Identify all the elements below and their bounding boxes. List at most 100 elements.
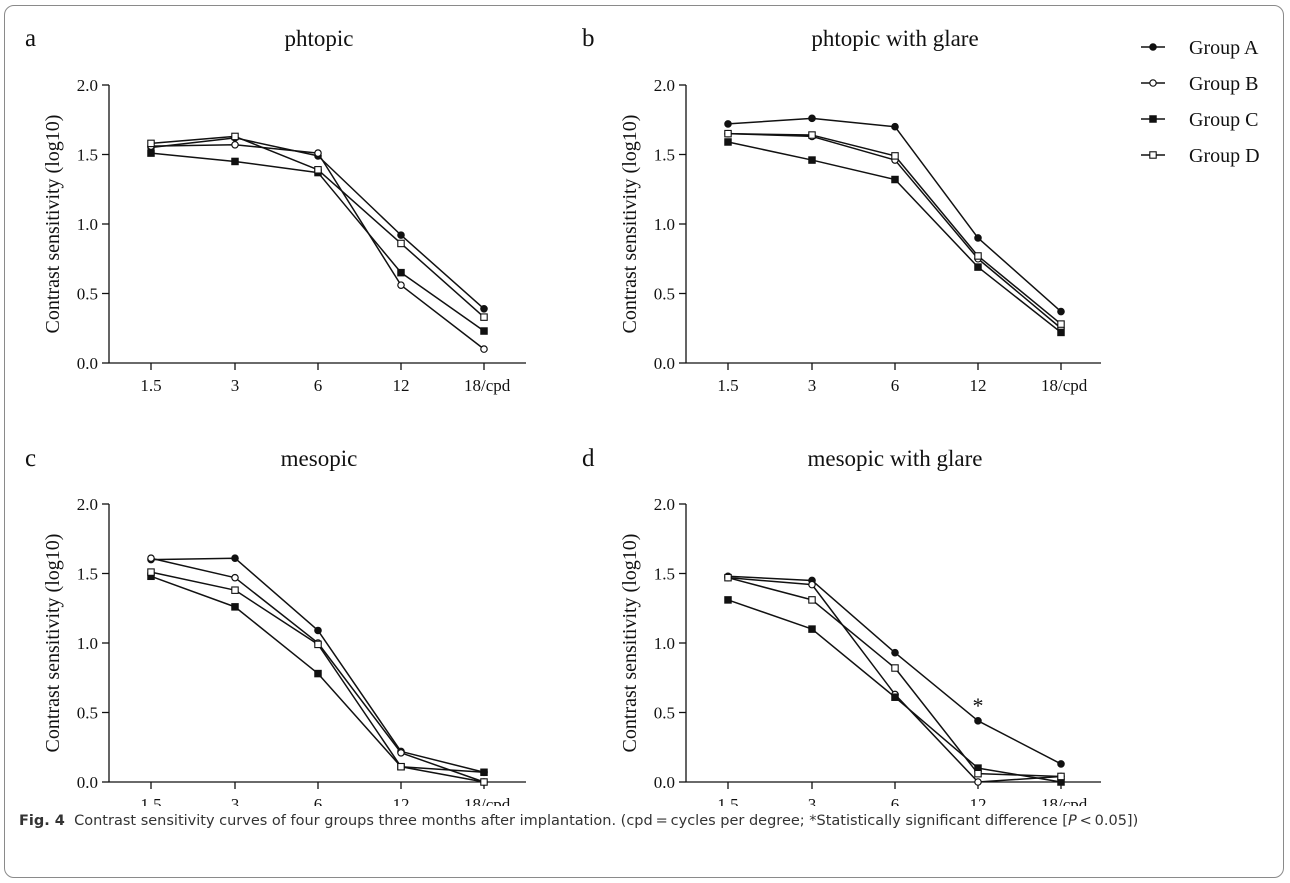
data-point-group-d [480, 778, 488, 786]
y-tick-label: 1.0 [654, 634, 675, 653]
data-point-group-d [974, 769, 982, 778]
y-tick-label: 1.5 [654, 565, 675, 584]
data-point-group-d [231, 132, 239, 141]
data-point-group-b [974, 778, 982, 786]
data-point-group-d [1057, 320, 1065, 328]
legend-marker [1149, 151, 1157, 159]
panel-label: d [582, 445, 595, 472]
legend-entry-label: Group D [1189, 145, 1260, 167]
caption-text: Contrast sensitivity curves of four grou… [74, 813, 1068, 829]
data-point-group-b [147, 554, 155, 563]
data-point-group-c [808, 625, 816, 633]
caption-label: Fig. 4 [19, 813, 65, 829]
data-point-group-c [480, 327, 488, 335]
data-point-group-c [724, 596, 732, 604]
chart-panel-b: b phtopic with glare 0.0 0.5 1.0 1.5 2.0 1.5 3 6 1… [582, 25, 1101, 395]
data-point-group-a [1057, 307, 1065, 316]
x-tick-label: 18/cpd [1041, 376, 1088, 395]
data-point-group-c [397, 268, 405, 277]
figure-plots: a phtopic 0.0 0.5 1.0 1.5 2.0 1.5 3 6 12 18/cpd Cont… [25, 25, 1260, 806]
y-tick-label: 0.0 [654, 773, 675, 792]
data-point-group-b [231, 573, 239, 582]
data-point-group-d [974, 252, 982, 260]
caption-p-symbol: P [1067, 813, 1077, 829]
data-point-group-b [231, 140, 239, 149]
series-line-group-b [727, 576, 1062, 783]
x-tick-label: 18/cpd [464, 795, 511, 806]
chart-title: mesopic with glare [807, 446, 982, 471]
data-point-group-a [974, 234, 982, 242]
data-point-group-d [480, 313, 488, 321]
data-point-group-a [808, 114, 816, 123]
chart-panel-d: d mesopic with glare 0.0 0.5 1.0 1.5 2.0 1.5 3 6 1… [582, 445, 1101, 806]
y-tick-label: 1.5 [77, 146, 98, 165]
data-point-group-c [231, 157, 239, 166]
figure-frame: a phtopic 0.0 0.5 1.0 1.5 2.0 1.5 3 6 12 18/cpd Cont… [4, 5, 1284, 878]
x-tick-label: 3 [808, 376, 817, 395]
data-point-group-c [724, 138, 732, 146]
x-tick-label: 6 [314, 795, 323, 806]
data-point-group-c [891, 693, 899, 701]
x-tick-label: 1.5 [140, 795, 161, 806]
data-point-group-c [147, 149, 155, 157]
data-point-group-d [397, 239, 405, 248]
y-tick-label: 0.0 [77, 773, 98, 792]
x-tick-label: 12 [970, 376, 987, 395]
legend-marker [1149, 43, 1157, 51]
data-point-group-d [314, 166, 322, 174]
y-axis-label: Contrast sensitivity (log10) [42, 534, 64, 753]
data-point-group-d [147, 139, 155, 148]
chart-panel-a: a phtopic 0.0 0.5 1.0 1.5 2.0 1.5 3 6 12 18/cpd Cont… [25, 25, 526, 395]
y-tick-label: 1.0 [77, 634, 98, 653]
y-tick-label: 2.0 [77, 495, 98, 514]
y-tick-label: 0.5 [654, 285, 675, 304]
data-point-group-c [1057, 328, 1065, 337]
caption-text-end: < 0.05]) [1076, 813, 1139, 829]
data-point-group-d [808, 596, 816, 604]
x-tick-label: 1.5 [717, 376, 738, 395]
y-tick-label: 2.0 [654, 76, 675, 95]
series-line-group-d [150, 135, 485, 318]
panel-label: c [25, 445, 36, 472]
data-point-group-d [724, 129, 732, 138]
data-point-group-a [314, 626, 322, 635]
y-tick-label: 0.0 [654, 354, 675, 373]
data-point-group-d [808, 131, 816, 139]
x-tick-label: 6 [891, 795, 900, 806]
data-point-group-b [314, 149, 322, 157]
data-point-group-d [891, 152, 899, 160]
series-line-group-d [727, 576, 1062, 778]
x-tick-label: 12 [393, 795, 410, 806]
panel-label: b [582, 25, 595, 52]
y-axis-label: Contrast sensitivity (log10) [619, 115, 641, 334]
y-axis-label: Contrast sensitivity (log10) [42, 115, 64, 334]
x-tick-label: 6 [314, 376, 323, 395]
series-line-group-a [150, 557, 485, 773]
data-point-group-d [231, 586, 239, 594]
data-point-group-d [1057, 772, 1065, 781]
significance-annotation: * [973, 693, 984, 718]
legend-entry-label: Group A [1189, 37, 1259, 59]
data-point-group-d [724, 573, 732, 582]
y-tick-label: 1.0 [77, 215, 98, 234]
legend-entry-label: Group C [1189, 109, 1258, 131]
x-tick-label: 6 [891, 376, 900, 395]
legend-marker [1149, 115, 1157, 123]
x-tick-label: 18/cpd [464, 376, 511, 395]
data-point-group-a [724, 120, 732, 128]
y-tick-label: 0.0 [77, 354, 98, 373]
data-point-group-c [231, 603, 239, 611]
data-point-group-a [231, 554, 239, 563]
x-tick-label: 3 [808, 795, 817, 806]
data-point-group-a [974, 717, 982, 725]
x-tick-label: 1.5 [717, 795, 738, 806]
series-line-group-a [150, 137, 485, 310]
legend-marker [1149, 79, 1157, 87]
chart-title: phtopic with glare [811, 26, 978, 51]
data-point-group-a [1057, 760, 1065, 768]
y-axis-label: Contrast sensitivity (log10) [619, 534, 641, 753]
data-point-group-a [480, 304, 488, 313]
data-point-group-b [808, 580, 816, 589]
y-tick-label: 1.0 [654, 215, 675, 234]
y-tick-label: 2.0 [77, 76, 98, 95]
